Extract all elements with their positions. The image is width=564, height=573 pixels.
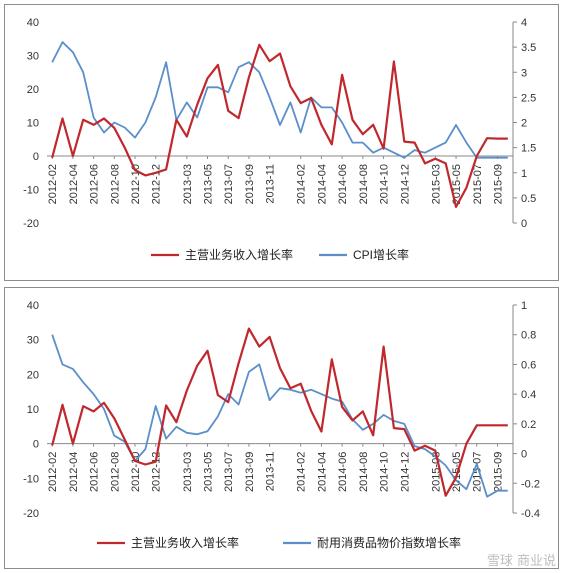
y-right-tick-label: 1	[521, 300, 527, 312]
chart-1-canvas: -20 -10 0 10 20 30 40 0 0.5 1 1.5 2 2.5 3 3.5 4 2012-02 2…	[23, 17, 536, 262]
x-tick-label: 2012-06	[89, 452, 101, 492]
y-left-tick-label: -10	[23, 473, 39, 485]
legend-label: CPI增长率	[353, 247, 409, 262]
y-left-tick-label: -10	[23, 185, 39, 197]
y-right-tick-label: 0.6	[521, 359, 536, 371]
x-tick-label: 2012-02	[47, 452, 59, 492]
y-left-tick-label: 40	[27, 17, 39, 29]
x-tick-label: 2014-08	[358, 452, 370, 492]
y-right-tick-label: -0.4	[521, 508, 540, 520]
y-left-tick-label: 20	[27, 369, 39, 381]
x-tick-label: 2013-07	[223, 164, 235, 204]
y-left-tick-label: 10	[27, 404, 39, 416]
y-right-tick-label: 0	[521, 218, 527, 230]
x-tick-label: 2012-04	[68, 164, 80, 204]
x-tick-label: 2012-04	[68, 452, 80, 492]
legend-label: 耐用消费品物价指数增长率	[317, 535, 461, 550]
x-tick-label: 2013-07	[223, 452, 235, 492]
x-tick-label: 2014-12	[399, 452, 411, 492]
x-tick-label: 2012-08	[109, 164, 121, 204]
x-tick-label: 2012-06	[89, 164, 101, 204]
x-tick-label: 2012-10	[130, 164, 142, 204]
chart-2-canvas: -20 -10 0 10 20 30 40 -0.4 -0.2 0 0.2 0.4 0.6 0.8 1 201…	[23, 300, 540, 550]
y-right-tick-label: 1	[521, 168, 527, 180]
x-tick-label: 2012-02	[47, 164, 59, 204]
x-tick-label: 2015-07	[472, 452, 484, 492]
y-right-tick-label: 2	[521, 118, 527, 130]
chart-panel-1: -20 -10 0 10 20 30 40 0 0.5 1 1.5 2 2.5 3 3.5 4 2012-02 2…	[4, 4, 559, 281]
y-right-tick-label: 1.5	[521, 143, 536, 155]
x-tick-label: 2015-03	[430, 164, 442, 204]
x-tick-label: 2015-03	[430, 452, 442, 492]
y-left-tick-label: 20	[27, 84, 39, 96]
x-tick-label: 2014-06	[337, 164, 349, 204]
chart-panel-2: -20 -10 0 10 20 30 40 -0.4 -0.2 0 0.2 0.4 0.6 0.8 1 201…	[4, 287, 559, 569]
x-tick-label: 2013-03	[182, 164, 194, 204]
y-right-tick-label: 3.5	[521, 42, 536, 54]
y-right-tick-label: 0	[521, 449, 527, 461]
y-left-tick-label: 40	[27, 300, 39, 312]
x-tick-label: 2014-12	[399, 164, 411, 204]
legend-label: 主营业务收入增长率	[185, 247, 293, 262]
x-tick-label: 2013-03	[182, 452, 194, 492]
series-line-price-index	[51, 41, 508, 159]
watermark-text: 雪球 商业说	[486, 554, 556, 569]
x-tick-label: 2013-11	[265, 164, 277, 204]
x-tick-label: 2013-09	[244, 164, 256, 204]
y-right-tick-label: 0.4	[521, 389, 536, 401]
y-left-tick-label: 30	[27, 335, 39, 347]
x-tick-label: 2014-04	[316, 452, 328, 492]
x-tick-label: 2013-05	[203, 164, 215, 204]
y-right-tick-label: 0.5	[521, 193, 536, 205]
x-tick-label: 2013-05	[203, 452, 215, 492]
x-tick-label: 2013-09	[244, 452, 256, 492]
x-tick-label: 2014-08	[358, 164, 370, 204]
y-right-tick-label: -0.2	[521, 478, 540, 490]
x-tick-label: 2015-07	[472, 164, 484, 204]
x-tick-label: 2012-10	[130, 452, 142, 492]
y-right-tick-label: 2.5	[521, 92, 536, 104]
x-tick-label: 2014-04	[316, 164, 328, 204]
x-tick-label: 2014-10	[379, 164, 391, 204]
x-tick-label: 2012-08	[109, 452, 121, 492]
x-tick-label: 2015-09	[492, 452, 504, 492]
y-left-tick-label: 0	[33, 151, 39, 163]
series-line-revenue-growth	[51, 43, 508, 208]
x-tick-label: 2013-11	[265, 452, 277, 492]
y-right-tick-label: 0.8	[521, 330, 536, 342]
y-left-tick-label: 30	[27, 51, 39, 63]
y-left-tick-label: -20	[23, 218, 39, 230]
y-left-tick-label: 10	[27, 118, 39, 130]
y-right-tick-label: 3	[521, 67, 527, 79]
y-right-tick-label: 0.2	[521, 419, 536, 431]
y-left-tick-label: -20	[23, 508, 39, 520]
series-line-revenue-growth	[51, 327, 508, 497]
x-tick-label: 2014-02	[296, 452, 308, 492]
x-tick-label: 2014-02	[296, 164, 308, 204]
y-left-tick-label: 0	[33, 439, 39, 451]
legend-label: 主营业务收入增长率	[131, 535, 239, 550]
x-tick-label: 2014-10	[379, 452, 391, 492]
y-right-tick-label: 4	[521, 17, 527, 29]
x-tick-label: 2014-06	[337, 452, 349, 492]
x-tick-label: 2015-09	[492, 164, 504, 204]
